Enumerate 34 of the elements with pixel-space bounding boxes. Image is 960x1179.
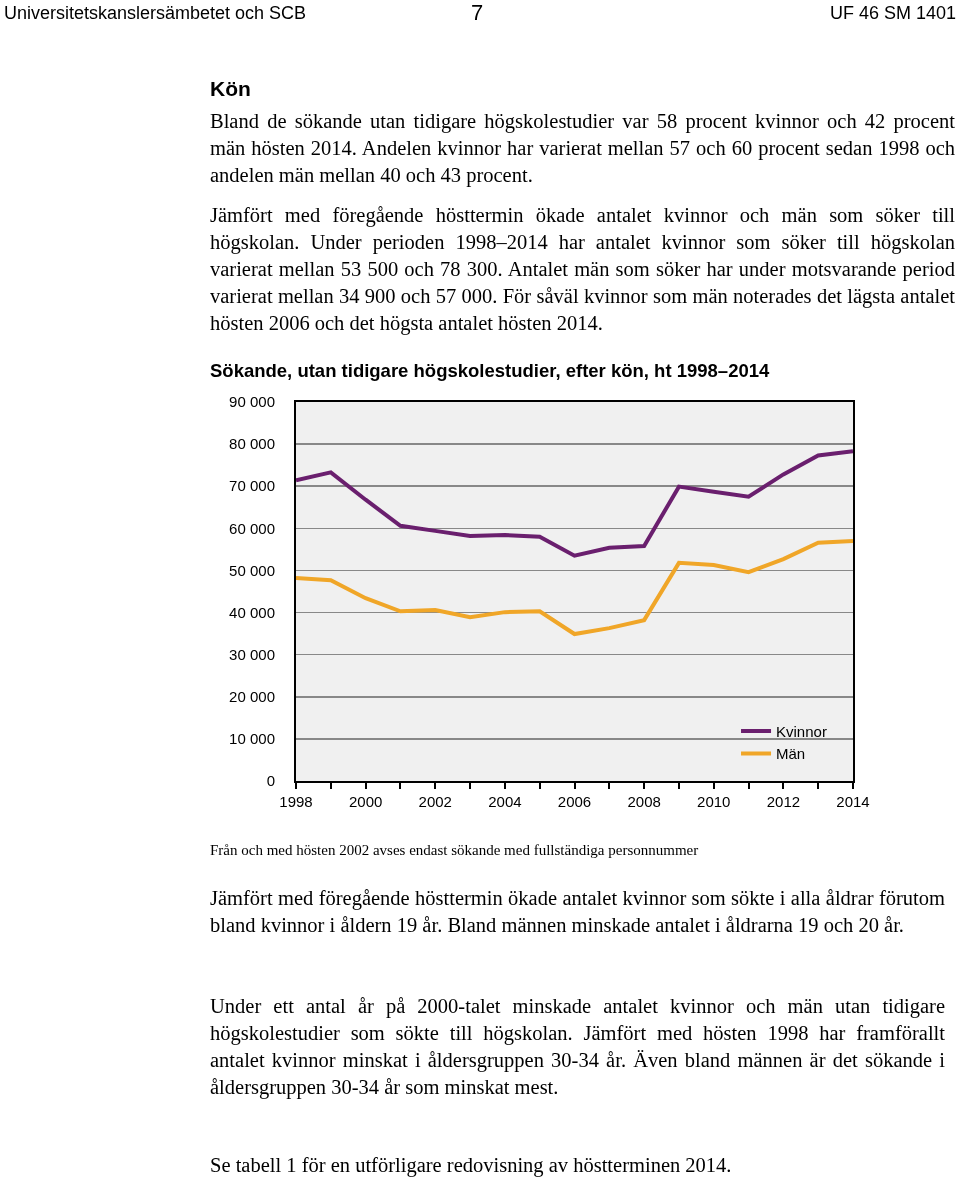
line-series (296, 538, 853, 637)
y-tick-label: 30 000 (229, 645, 275, 663)
y-tick-label: 40 000 (229, 603, 275, 621)
x-tick-label: 2010 (697, 793, 731, 810)
text: Jämfört med föregående hösttermin ökade antalet kvinnor som sökte i alla åldrar förutom bland kvinnor i åldern 19 år. Bland männen minskade antalet i åldrarna 19 och 20 år. (210, 886, 945, 938)
y-tick-label: 10 000 (229, 730, 275, 748)
y-tick-label: 20 000 (229, 688, 275, 706)
text: Kön (210, 77, 251, 101)
x-tick-label: 2006 (557, 793, 592, 810)
text: Bland de sökande utan tidigare högskolestudier var 58 procent kvinnor och 42 procent män hösten 2014. Andelen kvinnor har varierat mellan 57 och 60 procent sedan 1998 och andelen män mellan 40 och 43 procent. (210, 109, 955, 189)
chart-title: Sökande, utan tidigare högskolestudier, efter kön, ht 1998–2014 (210, 360, 770, 382)
text: Jämfört med föregående hösttermin ökade antalet kvinnor och män som söker till högskolan. Under perioden 1998–2014 har antalet kvinnor som söker till högskolan varierat mellan 53 500 och 78 300. Antalet män som söker har under motsvarande period varierat mellan 34 900 och 57 000. För såväl kvinnor som män noterades det lägsta antalet hösten 2006 och det högsta antalet hösten 2014. (210, 203, 955, 337)
text: Se tabell 1 för en utförligare redovisning av höstterminen 2014. (210, 1153, 732, 1179)
x-tick-label: 2000 (348, 793, 383, 810)
text: Från och med hösten 2002 avses endast sökande med fullständiga personnummer (210, 841, 699, 860)
legend-label: Män (776, 745, 806, 763)
x-tick-label: 1998 (279, 793, 313, 810)
y-tick-label: 80 000 (229, 435, 275, 453)
text: 7 (471, 0, 484, 26)
x-tick-label: 2014 (836, 793, 870, 810)
x-tick-label: 2002 (418, 793, 452, 810)
text: UF 46 SM 1401 (829, 3, 956, 24)
x-tick-label: 2008 (627, 793, 661, 810)
y-tick-label: 60 000 (229, 519, 275, 537)
y-tick-label: 50 000 (229, 561, 275, 579)
text: Under ett antal år på 2000-talet minskade antalet kvinnor och män utan tidigare högskolestudier som sökte till högskolan. Jämfört med hösten 1998 har framförallt antalet kvinnor minskat i åldersgruppen 30-34 år. Även bland männen är det sökande i åldersgruppen 30-34 år som minskat mest. (210, 994, 945, 1101)
y-tick-label: 90 000 (229, 393, 275, 411)
text: Universitetskanslersämbetet och SCB (4, 3, 307, 24)
y-tick-label: 70 000 (229, 477, 275, 495)
legend-label: Kvinnor (776, 722, 827, 740)
x-tick-label: 2004 (488, 793, 522, 810)
y-tick-label: 0 (266, 772, 275, 790)
line-series (296, 449, 853, 558)
x-tick-label: 2012 (766, 793, 801, 810)
